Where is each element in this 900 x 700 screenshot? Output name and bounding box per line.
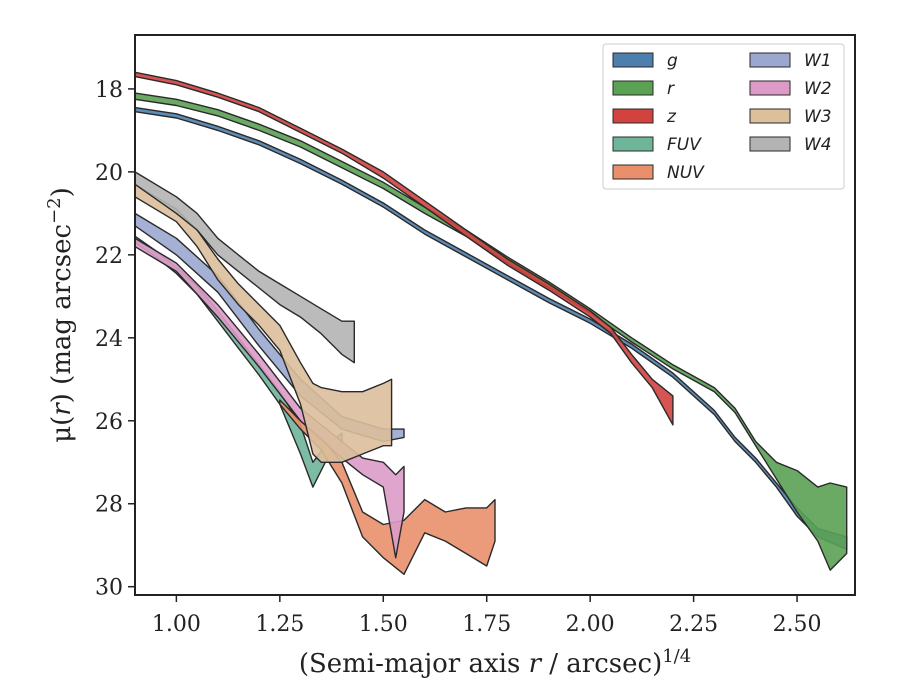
band-w4	[135, 171, 355, 364]
legend-swatch-w3	[749, 108, 791, 124]
legend-label-w2: W2	[804, 79, 832, 99]
legend-label-fuv: FUV	[667, 135, 702, 155]
legend-label-r: r	[667, 79, 675, 99]
legend: grz FUV NUV W1 W2 W3 W4	[602, 43, 845, 190]
legend-swatch-r	[612, 80, 654, 96]
x-tick-label: 1.50	[359, 612, 408, 637]
x-axis-label: (Semi-major axis r / arcsec)1/4	[299, 646, 691, 679]
profile-bands	[135, 71, 848, 575]
y-axis-label: μ(r) (mag arcsec−2)	[44, 187, 77, 443]
y-tick-label: 18	[95, 78, 123, 103]
y-tick-label: 24	[95, 327, 123, 352]
x-tick-label: 2.50	[773, 612, 822, 637]
y-tick-label: 30	[95, 576, 123, 601]
y-tick-label: 20	[95, 161, 123, 186]
legend-swatch-w4	[749, 136, 791, 152]
x-tick-label: 2.00	[566, 612, 615, 637]
legend-label-w1: W1	[804, 51, 832, 71]
legend-swatch-fuv	[612, 136, 654, 152]
x-axis-ticks: 1.00 1.25 1.50 1.75 2.00 2.25 2.50	[152, 595, 822, 637]
x-tick-label: 1.75	[462, 612, 511, 637]
y-tick-label: 26	[95, 410, 123, 435]
plot-frame	[134, 34, 856, 596]
band-nuv	[279, 399, 496, 575]
band-w3	[135, 183, 393, 463]
legend-label-z: z	[666, 107, 677, 127]
y-axis-ticks: 18 20 22 24 26 28 30	[95, 78, 135, 601]
legend-swatch-nuv	[612, 164, 654, 180]
legend-swatch-w2	[749, 80, 791, 96]
x-tick-label: 1.25	[255, 612, 304, 637]
x-tick-label: 2.25	[669, 612, 718, 637]
y-tick-label: 22	[95, 244, 123, 269]
band-w2	[135, 237, 405, 559]
legend-label-w4: W4	[804, 135, 832, 155]
legend-label-w3: W3	[804, 107, 832, 127]
legend-box	[602, 43, 845, 190]
x-tick-label: 1.00	[152, 612, 201, 637]
band-z	[135, 71, 674, 426]
legend-swatch-g	[612, 52, 654, 68]
legend-swatch-z	[612, 108, 654, 124]
y-tick-label: 28	[95, 493, 123, 518]
legend-label-nuv: NUV	[667, 163, 705, 183]
legend-label-g: g	[667, 51, 678, 71]
legend-swatch-w1	[749, 52, 791, 68]
